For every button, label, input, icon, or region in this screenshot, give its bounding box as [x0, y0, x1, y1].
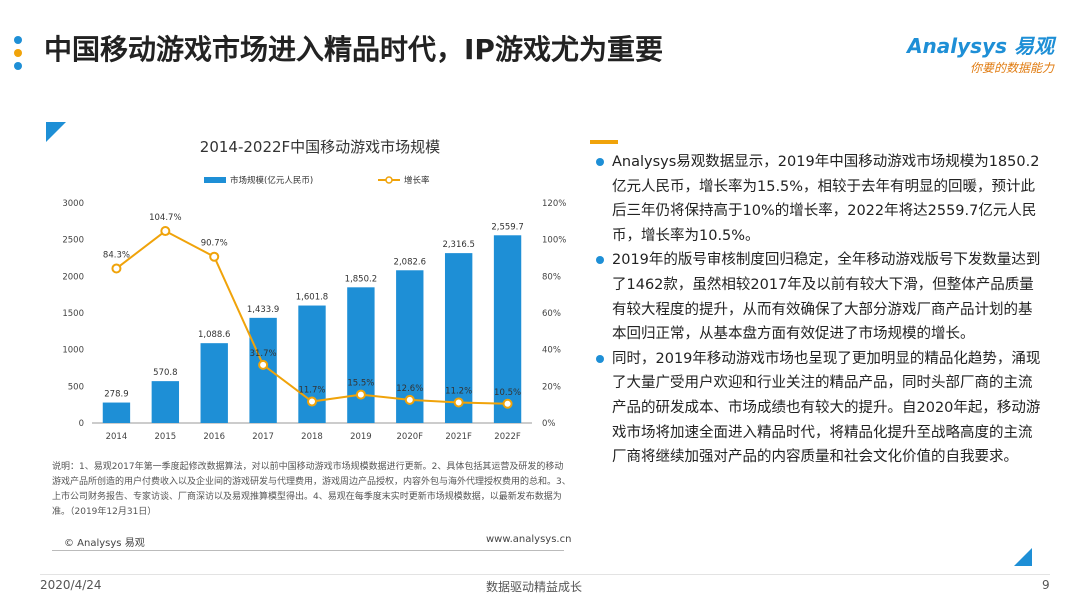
bar-market-size — [444, 253, 473, 423]
chart-divider — [52, 550, 564, 551]
growth-rate-point — [111, 263, 122, 274]
bar-value-label: 2,316.5 — [442, 240, 474, 250]
bullet-text: 同时，2019年移动游戏市场也呈现了更加明显的精品化趋势，涌现了大量广受用户欢迎… — [612, 350, 1041, 466]
x-axis-category-label: 2022F — [494, 432, 521, 442]
legend-label-line: 增长率 — [404, 175, 430, 186]
footer-divider — [40, 574, 1050, 575]
bullet-text: 2019年的版号审核制度回归稳定，全年移动游戏版号下发数量达到了1462款，虽然… — [612, 252, 1041, 343]
bar-market-size — [493, 235, 522, 423]
growth-rate-label: 11.2% — [445, 386, 472, 396]
logo-slogan: 你要的数据能力 — [969, 61, 1054, 75]
title-dot — [14, 36, 22, 44]
source-copyright: © Analysys 易观 — [64, 538, 145, 549]
growth-rate-label: 104.7% — [149, 213, 181, 223]
bullet-item: Analysys易观数据显示，2019年中国移动游戏市场规模为1850.2亿元人… — [596, 150, 1042, 248]
bullet-item: 同时，2019年移动游戏市场也呈现了更加明显的精品化趋势，涌现了大量广受用户欢迎… — [596, 347, 1042, 470]
bar-value-label: 1,850.2 — [345, 274, 377, 284]
bar-value-label: 1,601.8 — [296, 293, 328, 303]
right-axis-tick-label: 80% — [542, 272, 561, 282]
left-axis-tick-label: 1000 — [62, 346, 84, 356]
growth-rate-point — [209, 251, 220, 262]
x-axis-category-label: 2019 — [350, 432, 372, 442]
bullet-dot-icon — [596, 158, 604, 166]
growth-rate-point — [160, 226, 171, 237]
chart-note: 说明：1、易观2017年第一季度起修改数据算法，对以前中国移动游戏市场规模数据进… — [52, 462, 571, 517]
logo-main-text: Analysys 易观 — [907, 34, 1054, 58]
x-axis-category-label: 2017 — [252, 432, 274, 442]
growth-rate-point — [355, 389, 366, 400]
source-website: www.analysys.cn — [486, 534, 572, 545]
left-axis-tick-label: 2000 — [62, 272, 84, 282]
bar-market-size — [200, 343, 228, 423]
page-title: 中国移动游戏市场进入精品时代，IP游戏尤为重要 — [44, 33, 663, 66]
right-axis-tick-label: 60% — [542, 309, 561, 319]
footer-slogan: 数据驱动精益成长 — [486, 580, 583, 594]
right-axis-tick-label: 0% — [542, 419, 556, 429]
bar-value-label: 2,559.7 — [491, 222, 523, 232]
x-axis-category-label: 2014 — [106, 432, 128, 442]
left-axis-tick-label: 1500 — [62, 309, 84, 319]
growth-rate-point — [307, 396, 317, 407]
right-axis-tick-label: 120% — [542, 199, 566, 209]
bar-market-size — [102, 402, 131, 423]
left-axis-tick-label: 3000 — [62, 199, 84, 209]
bar-value-label: 1,088.6 — [198, 330, 230, 340]
bullet-dot-icon — [596, 354, 604, 363]
title-dot — [14, 49, 22, 57]
growth-rate-label: 11.7% — [298, 386, 325, 396]
chart-title: 2014-2022F中国移动游戏市场规模 — [199, 138, 441, 156]
left-axis-tick-label: 2500 — [62, 236, 84, 246]
corner-triangle-bottom-right — [1014, 548, 1032, 566]
growth-rate-label: 31.7% — [250, 349, 277, 359]
legend-swatch-bar — [204, 177, 226, 183]
growth-rate-label: 84.3% — [103, 250, 130, 260]
right-axis-tick-label: 100% — [542, 236, 566, 246]
bullet-item: 2019年的版号审核制度回归稳定，全年移动游戏版号下发数量达到了1462款，虽然… — [596, 248, 1042, 346]
bar-value-label: 278.9 — [104, 390, 128, 400]
accent-bar — [590, 140, 618, 144]
x-axis-category-label: 2015 — [155, 432, 177, 442]
title-dots — [14, 36, 26, 75]
growth-rate-label: 90.7% — [201, 239, 228, 249]
page-number: 9 — [1042, 578, 1050, 592]
left-axis-tick-label: 500 — [68, 382, 84, 392]
legend-marker-line — [385, 176, 393, 184]
x-axis-category-label: 2021F — [445, 432, 472, 442]
right-axis-tick-label: 20% — [542, 382, 561, 392]
corner-triangle-top-left — [46, 122, 66, 142]
bar-market-size — [249, 317, 277, 423]
market-size-chart: 市场规模(亿元人民币) 增长率 0 500 1000 1500 2000 2500 3000 0%… — [62, 175, 566, 442]
bar-market-size — [347, 287, 375, 423]
bullet-dot-icon — [596, 256, 604, 265]
footer-date: 2020/4/24 — [40, 578, 102, 592]
title-dot — [14, 62, 22, 70]
x-axis-category-label: 2018 — [301, 432, 323, 442]
growth-rate-label: 15.5% — [347, 379, 374, 389]
bullet-text: Analysys易观数据显示，2019年中国移动游戏市场规模为1850.2亿元人… — [612, 154, 1040, 244]
right-axis-tick-label: 40% — [542, 346, 561, 356]
analysis-bullets: Analysys易观数据显示，2019年中国移动游戏市场规模为1850.2亿元人… — [596, 150, 1042, 470]
x-axis-category-label: 2016 — [203, 432, 225, 442]
bar-value-label: 1,433.9 — [247, 305, 279, 315]
x-axis-category-label: 2020F — [397, 432, 424, 442]
growth-rate-label: 10.5% — [494, 388, 521, 398]
growth-rate-point — [502, 398, 513, 409]
bar-value-label: 570.8 — [153, 368, 177, 378]
bar-value-label: 2,082.6 — [394, 257, 426, 267]
growth-rate-point — [453, 397, 464, 408]
bar-market-size — [151, 381, 180, 423]
left-axis-tick-label: 0 — [79, 419, 84, 429]
analysys-logo: Analysys 易观 你要的数据能力 — [907, 30, 1054, 76]
growth-rate-point — [258, 359, 269, 370]
legend-label-bar: 市场规模(亿元人民币) — [230, 175, 313, 186]
growth-rate-point — [404, 394, 415, 405]
growth-rate-label: 12.6% — [396, 384, 423, 394]
